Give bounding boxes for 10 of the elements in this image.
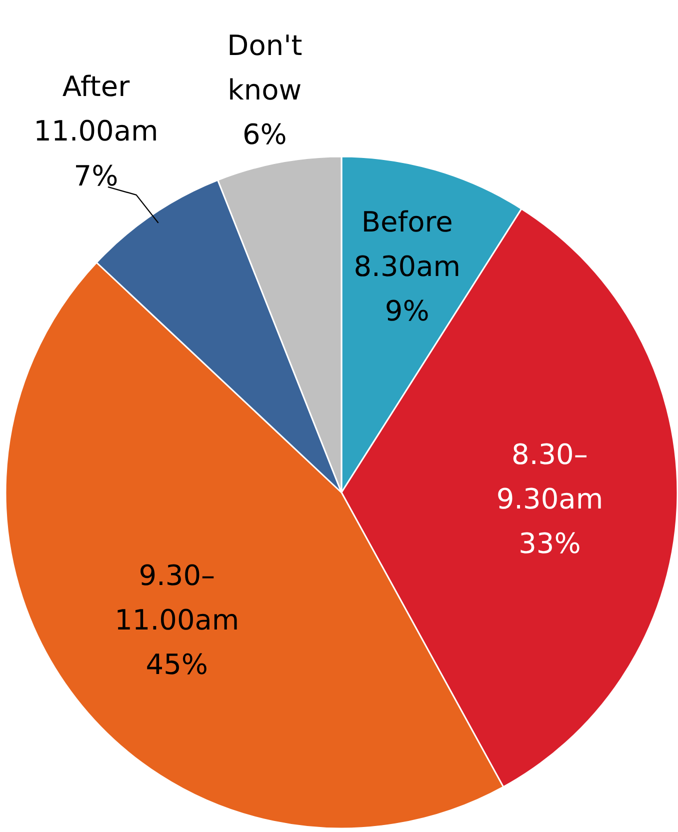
data-label: 9% (384, 294, 430, 328)
data-label: 7% (74, 159, 118, 192)
slice-label: Don't know (227, 28, 302, 106)
data-label: 45% (146, 648, 208, 682)
slice-label: 8.30– 9.30am (496, 438, 604, 516)
slice-label: Before 8.30am (354, 206, 461, 284)
slice-label: After 11.00am (34, 70, 158, 148)
data-label: 33% (518, 527, 581, 560)
data-label: 6% (242, 118, 287, 151)
slice-label: 9.30– 11.00am (114, 559, 240, 637)
